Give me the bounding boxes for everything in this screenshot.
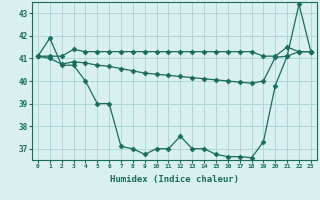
X-axis label: Humidex (Indice chaleur): Humidex (Indice chaleur)	[110, 175, 239, 184]
